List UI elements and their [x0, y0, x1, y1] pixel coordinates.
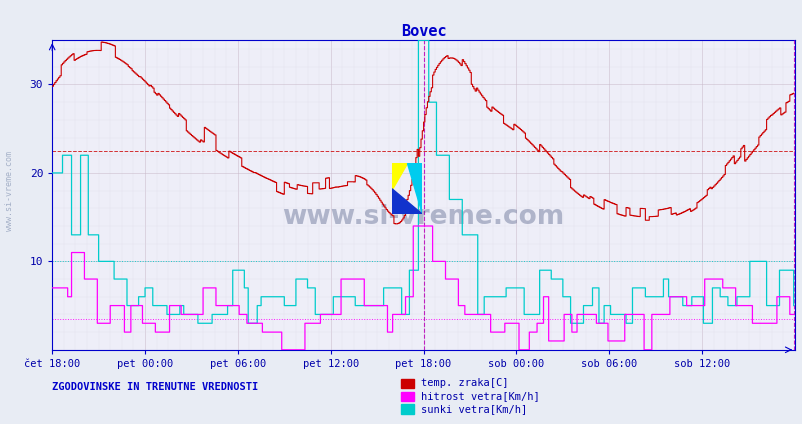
Title: Bovec: Bovec [400, 24, 446, 39]
Text: sunki vetra[Km/h]: sunki vetra[Km/h] [420, 404, 526, 414]
Polygon shape [391, 189, 422, 214]
Text: www.si-vreme.com: www.si-vreme.com [282, 204, 564, 230]
Polygon shape [407, 163, 422, 214]
Polygon shape [391, 163, 407, 189]
Text: hitrost vetra[Km/h]: hitrost vetra[Km/h] [420, 391, 539, 401]
Text: www.si-vreme.com: www.si-vreme.com [5, 151, 14, 231]
Text: ZGODOVINSKE IN TRENUTNE VREDNOSTI: ZGODOVINSKE IN TRENUTNE VREDNOSTI [52, 382, 258, 392]
Text: temp. zraka[C]: temp. zraka[C] [420, 378, 508, 388]
